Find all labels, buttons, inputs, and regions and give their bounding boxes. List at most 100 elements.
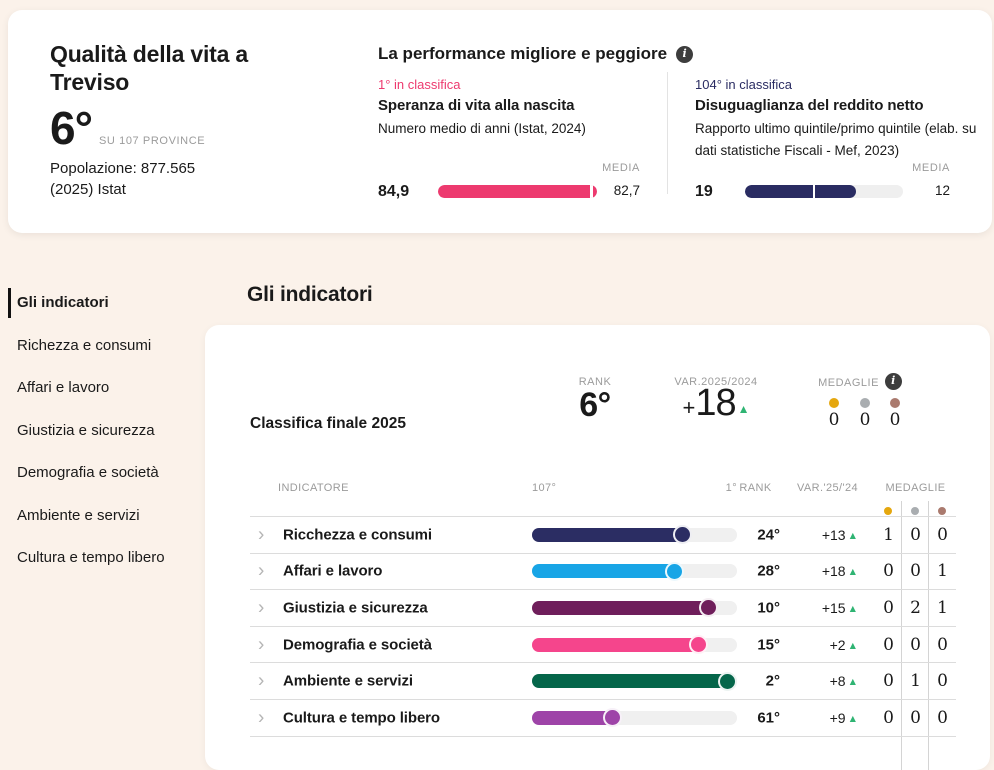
- medal-column-divider: [928, 501, 929, 770]
- table-row[interactable]: › Affari e lavoro 28° +18 ▲ 0 0 1: [250, 554, 956, 591]
- best-indicator-name: Speranza di vita alla nascita: [378, 97, 575, 114]
- medal-dot-bronze: [890, 398, 900, 408]
- province-rank-context: SU 107 PROVINCE: [98, 135, 206, 147]
- chevron-right-icon: ›: [258, 560, 265, 582]
- sidebar-item-label: Gli indicatori: [17, 294, 109, 311]
- info-icon[interactable]: i: [884, 373, 902, 390]
- row-rank-value: 24°: [757, 526, 780, 544]
- row-rank-bar: [532, 598, 737, 618]
- sidebar-item-cultura-e-tempo-libero[interactable]: Cultura e tempo libero: [8, 543, 203, 573]
- variation-value: + 18 ▲: [646, 382, 786, 425]
- sidebar-item-ambiente-e-servizi[interactable]: Ambiente e servizi: [8, 501, 203, 531]
- performance-divider: [667, 72, 668, 194]
- best-media-value: 82,7: [613, 183, 640, 198]
- table-row[interactable]: › Ricchezza e consumi 24° +13 ▲ 1 0 0: [250, 517, 956, 554]
- row-gold-count: 0: [883, 597, 894, 618]
- row-bar-knob: [603, 708, 622, 728]
- row-variation: +18 ▲: [786, 563, 858, 579]
- best-media-label: MEDIA: [602, 162, 640, 174]
- row-indicator-name: Ricchezza e consumi: [283, 526, 432, 544]
- sidebar-item-affari-e-lavoro[interactable]: Affari e lavoro: [8, 373, 203, 403]
- row-gold-count: 1: [883, 524, 894, 545]
- row-indicator-name: Demografia e società: [283, 636, 432, 654]
- col-medals: MEDAGLIE: [885, 482, 946, 494]
- row-variation-number: +13: [821, 526, 846, 543]
- medal-dot-gold: [829, 398, 839, 408]
- triangle-up-icon: ▲: [847, 566, 858, 579]
- table-row[interactable]: › Ambiente e servizi 2° +8 ▲ 0 1 0: [250, 663, 956, 700]
- row-variation-number: +18: [821, 563, 846, 580]
- row-bronze-count: 1: [937, 561, 948, 582]
- sidebar-item-gli-indicatori[interactable]: Gli indicatori: [8, 288, 203, 318]
- sidebar-item-giustizia-e-sicurezza[interactable]: Giustizia e sicurezza: [8, 416, 203, 446]
- sidebar-nav: Gli indicatori Richezza e consumi Affari…: [8, 288, 203, 586]
- row-bar-fill: [532, 561, 684, 581]
- col-rank: RANK: [739, 482, 772, 494]
- worst-rank-label: 104° in classifica: [695, 77, 792, 92]
- best-value-bar: [438, 185, 597, 198]
- best-value: 84,9: [378, 183, 410, 200]
- row-silver-count: 0: [910, 561, 921, 582]
- col-indicatore: INDICATORE: [278, 482, 349, 494]
- row-rank-value: 15°: [757, 636, 780, 654]
- row-indicator-name: Affari e lavoro: [283, 562, 383, 580]
- row-variation-number: +2: [829, 636, 846, 653]
- sidebar-item-label: Richezza e consumi: [17, 336, 152, 354]
- worst-bar-fill: [745, 185, 856, 198]
- table-header: INDICATORE 107° 1° RANK VAR.'25/'24 MEDA…: [250, 482, 956, 498]
- indicators-card: Classifica finale 2025 RANK 6° VAR.2025/…: [205, 325, 990, 770]
- row-indicator-name: Ambiente e servizi: [283, 672, 413, 690]
- row-rank-bar: [532, 635, 737, 655]
- table-row[interactable]: › Giustizia e sicurezza 10° +15 ▲ 0 2 1: [250, 590, 956, 627]
- worst-performance-panel: 104° in classifica Disuguaglianza del re…: [695, 77, 980, 162]
- row-variation-number: +8: [829, 673, 846, 690]
- triangle-up-icon: ▲: [847, 712, 858, 725]
- medal-dot-gold: [884, 507, 892, 515]
- bronze-medal-count: 0: [889, 410, 901, 430]
- row-silver-count: 0: [910, 634, 921, 655]
- row-bronze-count: 0: [937, 707, 948, 728]
- triangle-up-icon: ▲: [847, 639, 858, 652]
- rank-value: 6°: [579, 386, 611, 424]
- medals-label-text: MEDAGLIE: [818, 377, 879, 389]
- row-rank-bar: [532, 561, 737, 581]
- row-bronze-count: 0: [937, 671, 948, 692]
- row-bar-knob: [664, 561, 684, 581]
- best-indicator-desc: Numero medio di anni (Istat, 2024): [378, 121, 586, 136]
- row-variation-number: +9: [829, 709, 846, 726]
- best-performance-panel: 1° in classifica Speranza di vita alla n…: [378, 77, 663, 140]
- sidebar-item-richezza-e-consumi[interactable]: Richezza e consumi: [8, 331, 203, 361]
- quality-of-life-header-card: Qualità della vita a Treviso 6° SU 107 P…: [8, 10, 992, 233]
- medal-dot-bronze: [938, 507, 946, 515]
- medal-dot-silver: [860, 398, 870, 408]
- triangle-up-icon: ▲: [847, 602, 858, 615]
- worst-media-value: 12: [934, 183, 950, 198]
- row-bronze-count: 0: [937, 634, 948, 655]
- variation-number: 18: [695, 382, 736, 424]
- table-row[interactable]: › Demografia e società 15° +2 ▲ 0 0 0: [250, 627, 956, 664]
- row-bar-knob: [717, 671, 737, 691]
- performance-section-title: La performance migliore e peggiore i: [378, 44, 694, 64]
- chevron-right-icon: ›: [258, 634, 265, 656]
- row-bronze-count: 1: [937, 597, 948, 618]
- row-gold-count: 0: [883, 561, 894, 582]
- sidebar-item-label: Affari e lavoro: [17, 379, 110, 396]
- chevron-right-icon: ›: [258, 670, 265, 692]
- sidebar-item-label: Giustizia e sicurezza: [17, 421, 155, 439]
- row-silver-count: 0: [910, 707, 921, 728]
- col-variation: VAR.'25/'24: [797, 482, 858, 494]
- row-variation-number: +15: [821, 599, 846, 616]
- variation-label: VAR.2025/2024: [674, 376, 758, 388]
- sidebar-item-demografia-e-societ-[interactable]: Demografia e società: [8, 458, 203, 488]
- row-variation: +9 ▲: [786, 710, 858, 726]
- row-bar-knob: [699, 598, 719, 618]
- row-variation: +13 ▲: [786, 527, 858, 543]
- chevron-right-icon: ›: [258, 597, 265, 619]
- row-rank-bar: [532, 525, 737, 545]
- info-icon[interactable]: i: [676, 45, 694, 63]
- variation-sign: +: [682, 395, 696, 420]
- triangle-up-icon: ▲: [737, 402, 750, 416]
- rank-column-label: RANK: [578, 376, 612, 388]
- medal-column-divider: [901, 501, 902, 770]
- table-row[interactable]: › Cultura e tempo libero 61° +9 ▲ 0 0 0: [250, 700, 956, 737]
